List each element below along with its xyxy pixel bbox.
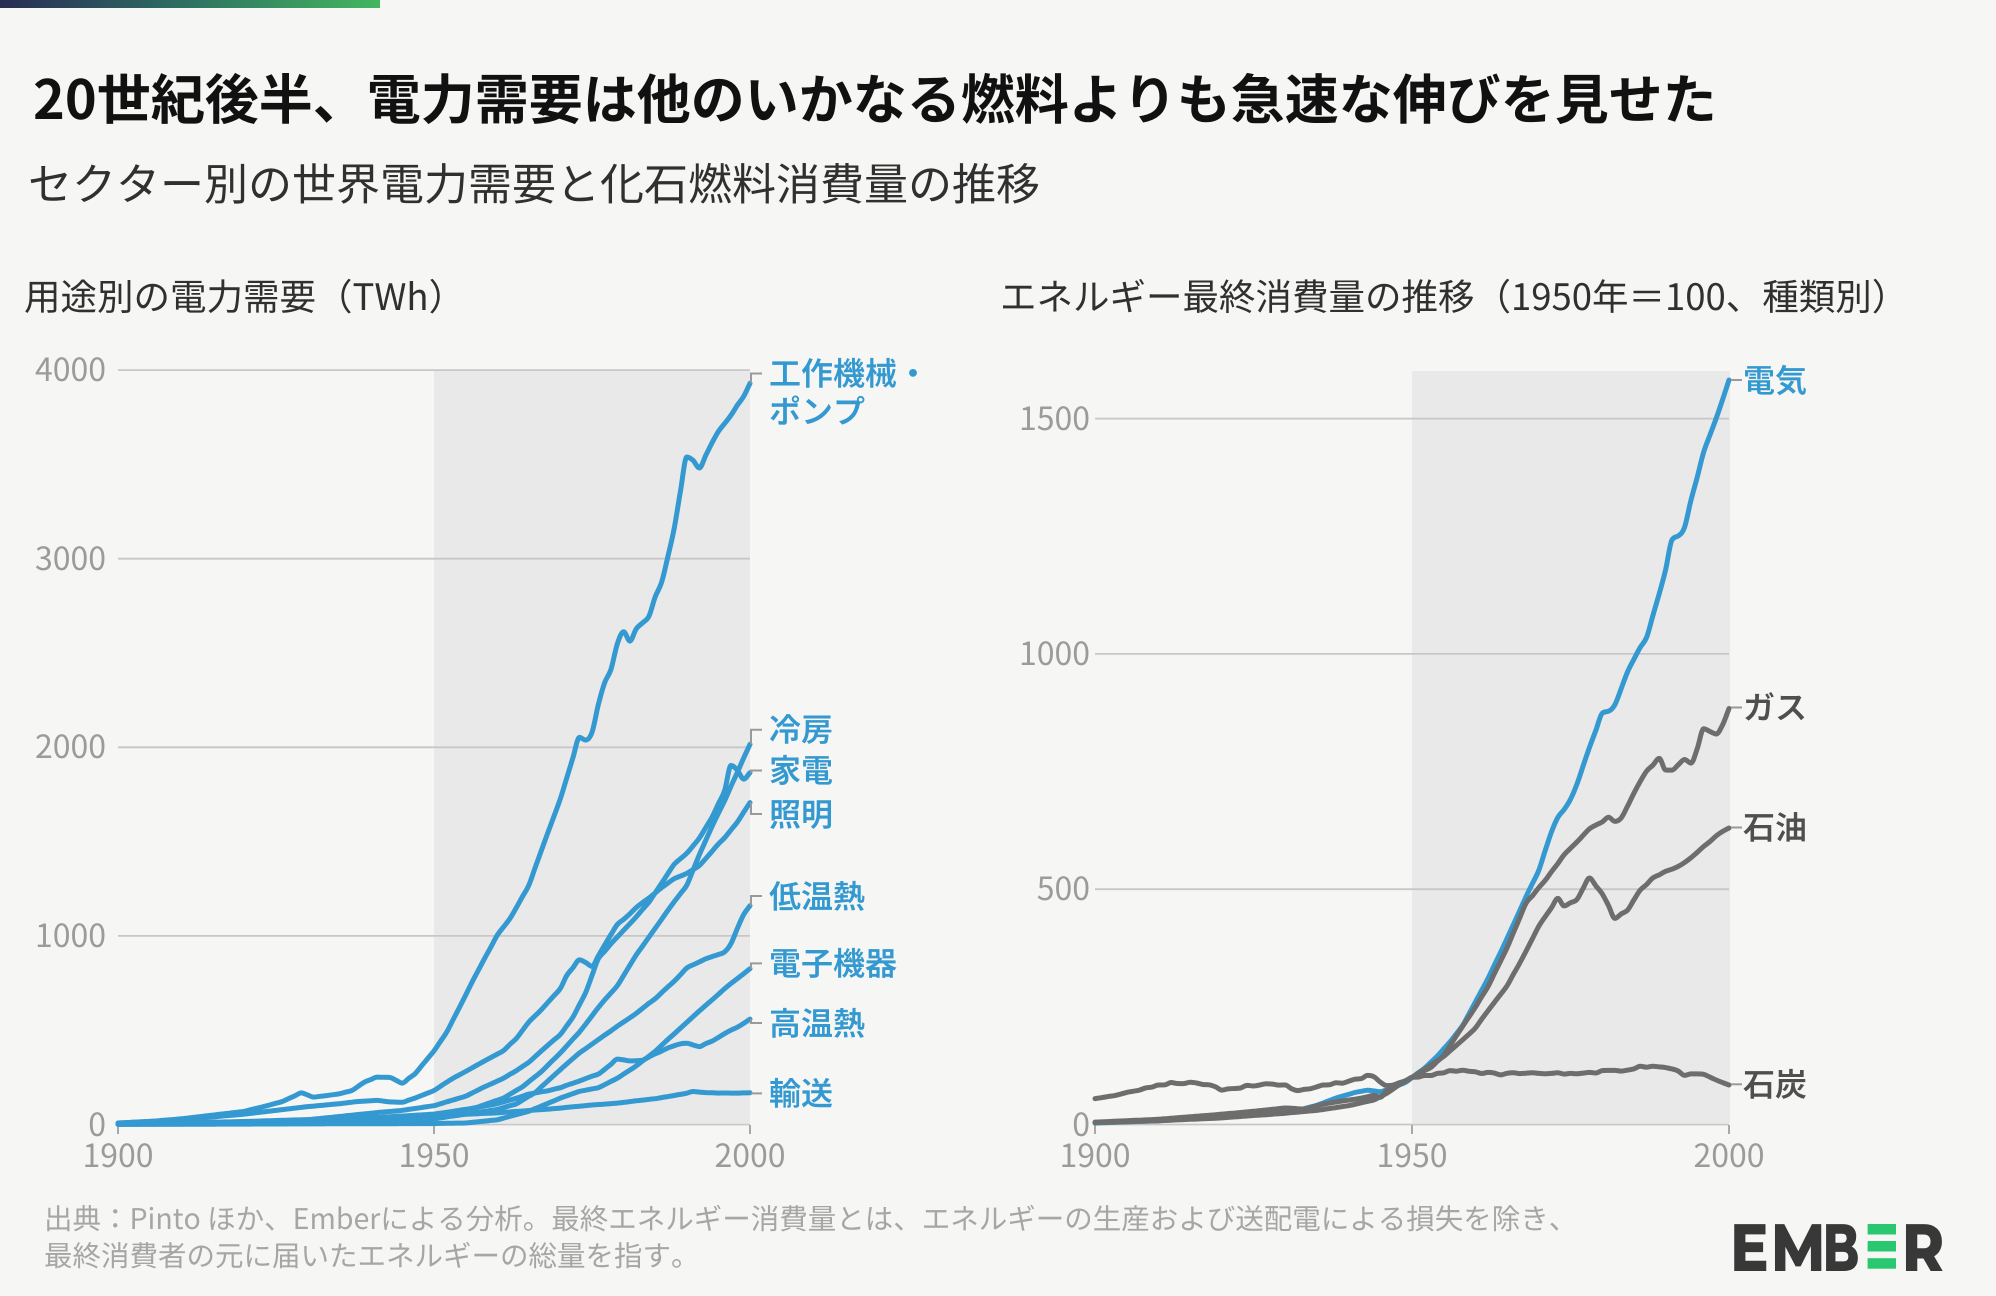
svg-text:R: R [1902,1206,1944,1288]
svg-text:B: B [1823,1206,1860,1288]
svg-text:E: E [1730,1206,1768,1288]
svg-text:M: M [1771,1206,1825,1288]
